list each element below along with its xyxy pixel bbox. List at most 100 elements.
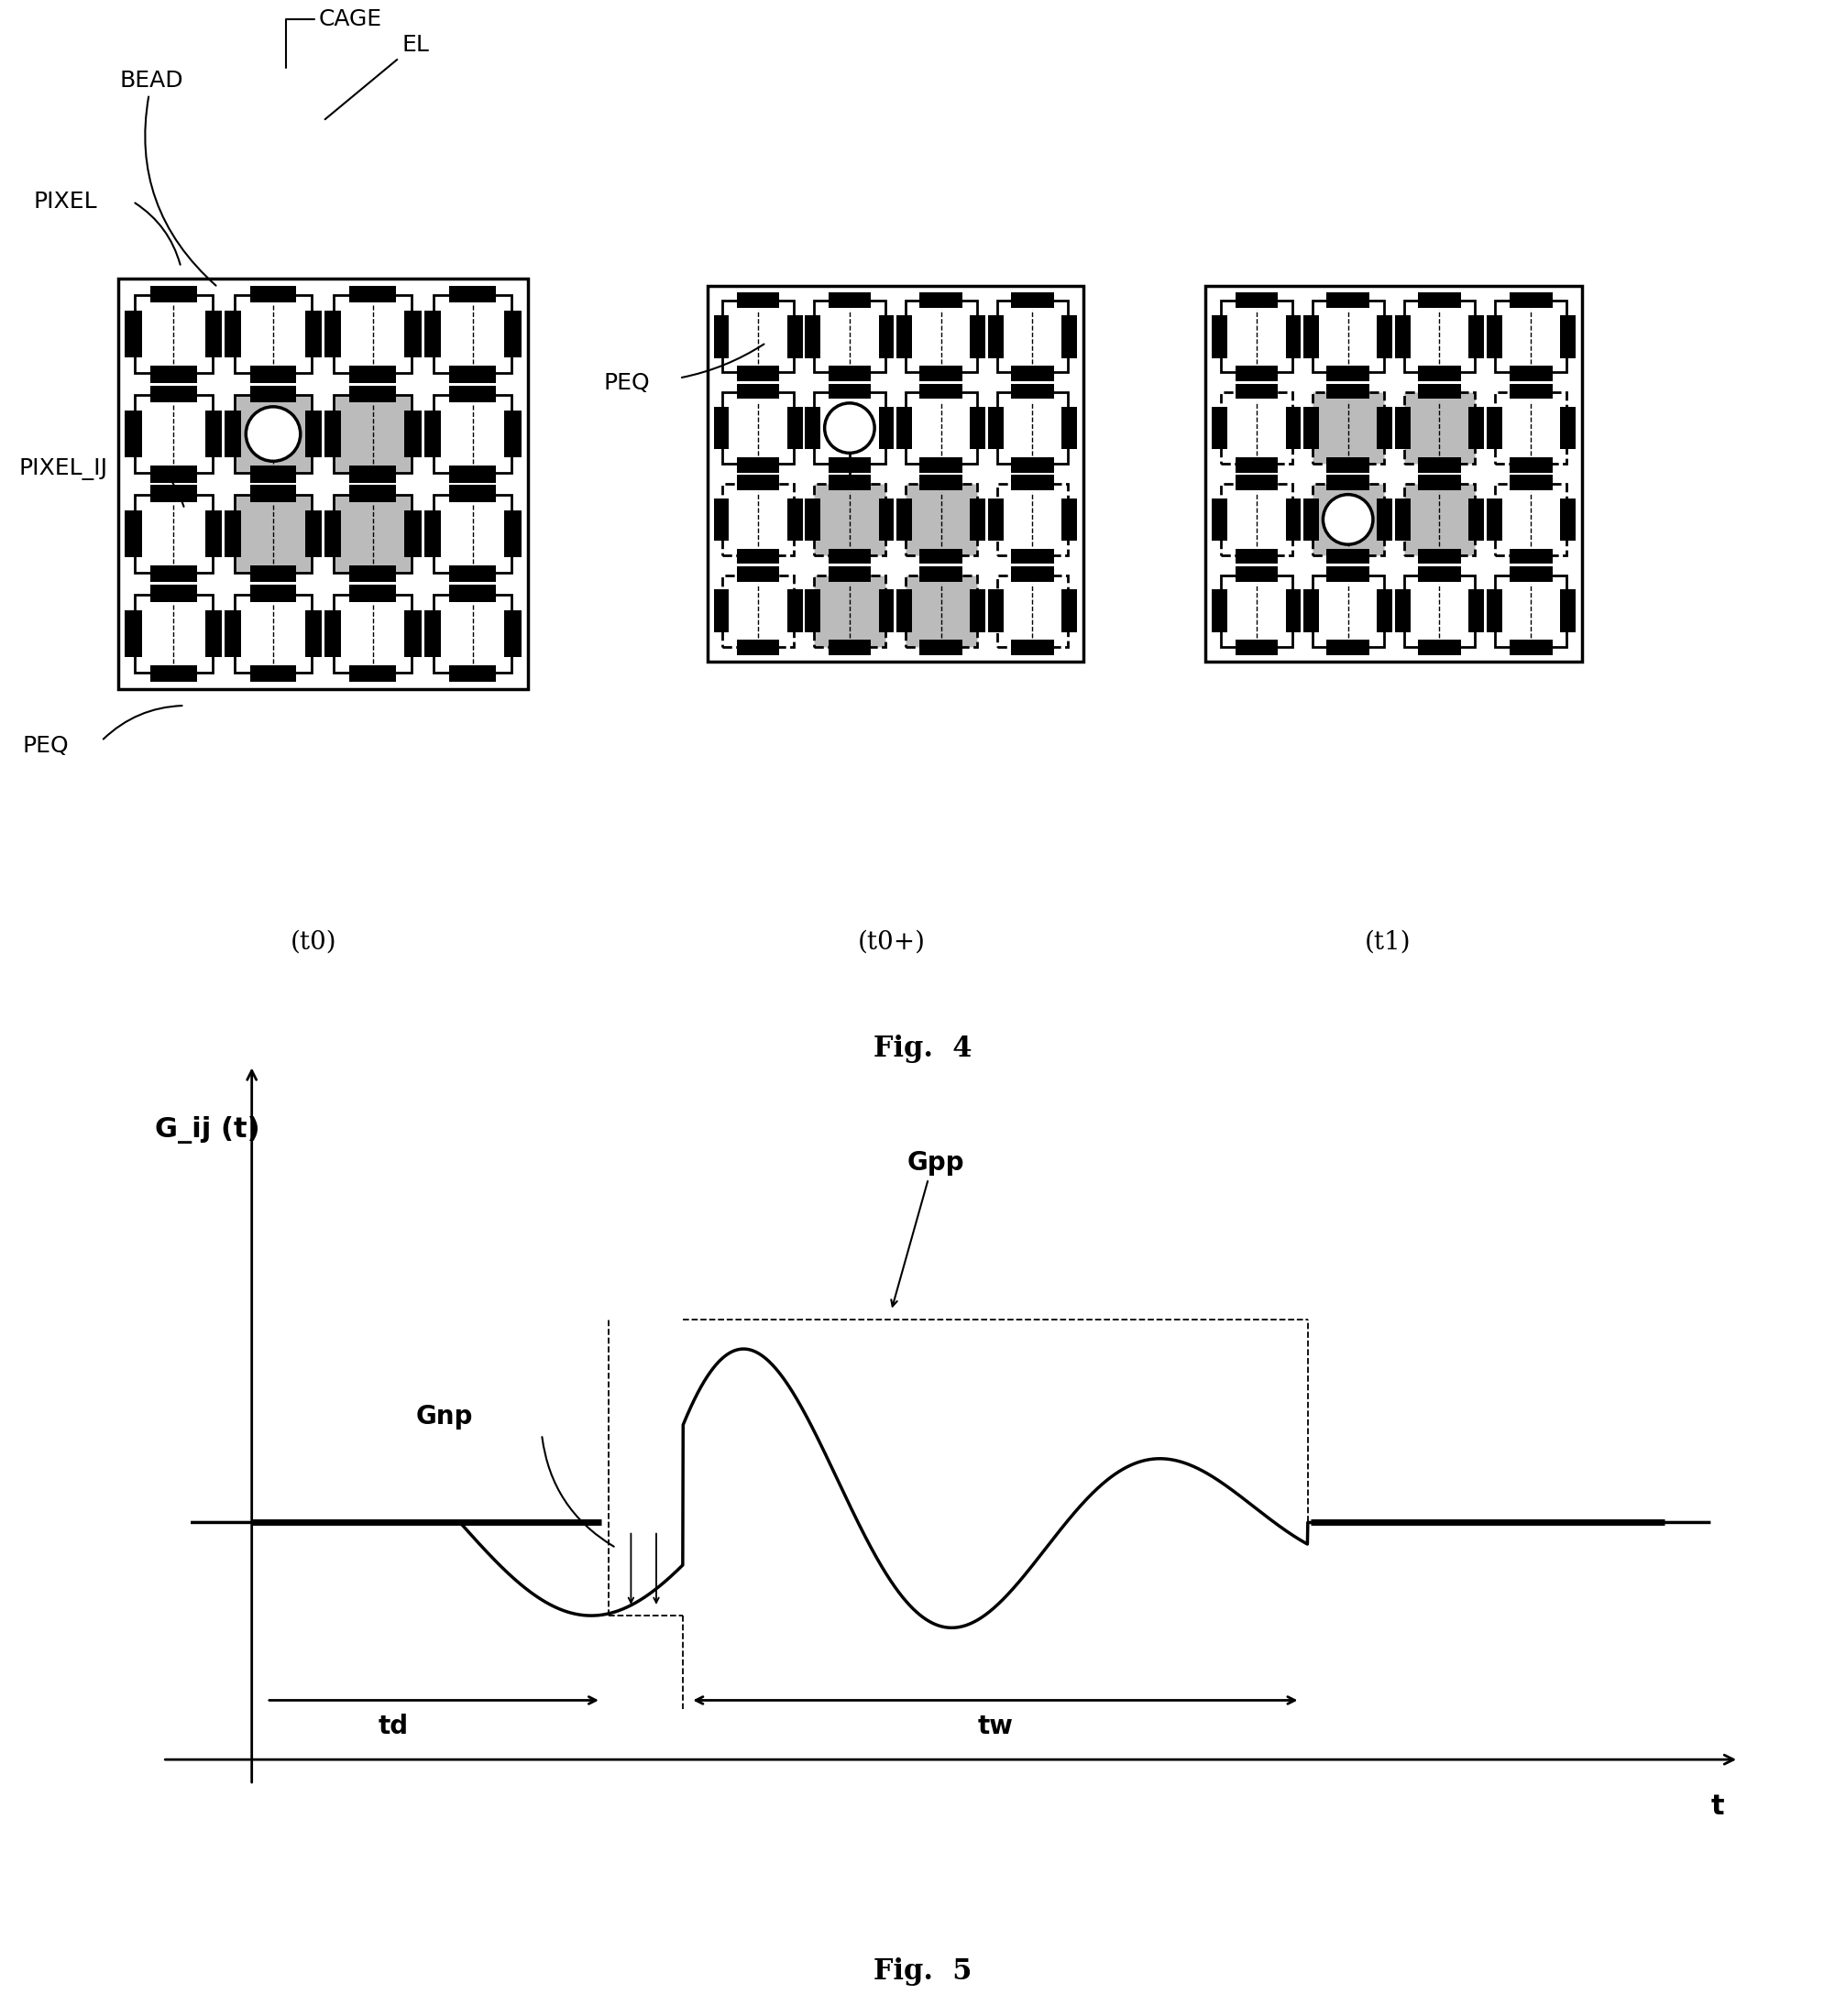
Bar — [805, 407, 820, 450]
Bar — [829, 292, 871, 308]
Bar — [249, 385, 297, 403]
Bar — [1235, 476, 1277, 490]
Bar — [449, 286, 497, 302]
Bar — [334, 494, 412, 573]
Bar — [349, 286, 397, 302]
Bar — [234, 395, 312, 474]
Bar — [1495, 575, 1567, 647]
Bar — [786, 589, 803, 633]
Bar — [919, 548, 962, 564]
Bar — [1469, 589, 1484, 633]
Text: (t0+): (t0+) — [858, 929, 925, 956]
Bar — [126, 310, 142, 357]
Bar — [1396, 314, 1410, 359]
Bar — [349, 564, 397, 583]
Bar — [1012, 292, 1054, 308]
Bar — [919, 292, 962, 308]
Bar — [404, 611, 421, 657]
Bar — [829, 365, 871, 381]
Bar — [814, 575, 886, 647]
Text: Gnp: Gnp — [415, 1403, 473, 1429]
Bar — [305, 611, 321, 657]
Bar — [1418, 566, 1460, 583]
Bar — [805, 314, 820, 359]
Bar — [504, 510, 521, 556]
Bar — [225, 411, 242, 458]
Bar — [1303, 314, 1318, 359]
Bar — [1495, 300, 1567, 373]
Bar — [135, 395, 212, 474]
Bar — [897, 407, 912, 450]
Bar — [1396, 407, 1410, 450]
Bar — [1303, 407, 1318, 450]
Bar — [737, 383, 779, 399]
Bar — [1418, 365, 1460, 381]
Bar — [1285, 498, 1301, 540]
Bar — [1235, 548, 1277, 564]
Bar — [905, 393, 977, 464]
Bar — [449, 385, 497, 403]
Bar — [1303, 589, 1318, 633]
Bar — [829, 476, 871, 490]
Bar — [249, 665, 297, 681]
Bar — [135, 595, 212, 673]
Bar — [1469, 407, 1484, 450]
Bar — [305, 310, 321, 357]
Bar — [1418, 548, 1460, 564]
Bar — [1418, 292, 1460, 308]
Bar — [1012, 548, 1054, 564]
Bar — [150, 585, 198, 603]
Bar — [1061, 589, 1076, 633]
Bar — [1220, 300, 1292, 373]
Bar — [829, 639, 871, 655]
Bar — [879, 407, 893, 450]
Text: td: td — [378, 1714, 408, 1740]
Bar — [425, 310, 441, 357]
Bar — [1220, 393, 1292, 464]
Bar — [988, 407, 1004, 450]
Bar — [349, 665, 397, 681]
Bar — [737, 476, 779, 490]
Bar — [150, 564, 198, 583]
Bar — [425, 510, 441, 556]
Bar — [722, 300, 794, 373]
Bar — [126, 411, 142, 458]
Bar — [1327, 566, 1370, 583]
Bar — [334, 294, 412, 373]
Bar — [305, 411, 321, 458]
Bar — [425, 611, 441, 657]
Text: tw: tw — [978, 1714, 1013, 1740]
Bar — [234, 294, 312, 373]
Bar — [879, 498, 893, 540]
Bar — [971, 498, 986, 540]
Bar — [814, 484, 886, 554]
Bar — [786, 314, 803, 359]
Bar — [1303, 498, 1318, 540]
Bar — [1377, 589, 1392, 633]
Bar — [1418, 383, 1460, 399]
Bar — [126, 611, 142, 657]
Circle shape — [246, 407, 301, 462]
Bar — [325, 611, 342, 657]
Bar — [1495, 484, 1567, 554]
Bar — [997, 393, 1069, 464]
Bar — [249, 585, 297, 603]
Bar — [404, 310, 421, 357]
Bar — [1061, 407, 1076, 450]
Bar — [1213, 498, 1228, 540]
Bar — [714, 314, 729, 359]
Bar — [225, 510, 242, 556]
Bar — [234, 494, 312, 573]
Bar — [150, 365, 198, 383]
Bar — [504, 611, 521, 657]
Bar — [829, 566, 871, 583]
Bar — [997, 575, 1069, 647]
Text: CAGE: CAGE — [286, 8, 382, 69]
Bar — [905, 300, 977, 373]
Bar — [205, 611, 222, 657]
Bar — [1486, 589, 1503, 633]
Text: PEQ: PEQ — [604, 373, 650, 393]
Bar — [1495, 393, 1567, 464]
Bar — [434, 595, 511, 673]
Bar — [905, 484, 977, 554]
